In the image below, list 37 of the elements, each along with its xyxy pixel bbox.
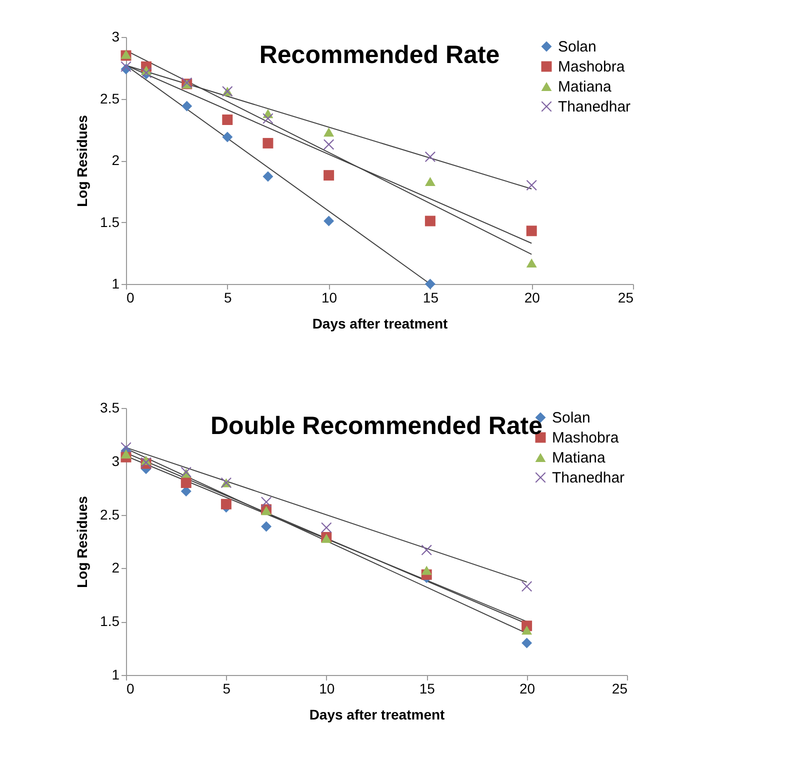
legend-label: Mashobra xyxy=(558,58,626,76)
y-tick-label: 1.5 xyxy=(100,613,120,630)
x-tick-label: 10 xyxy=(319,680,335,696)
x-tick-label: 25 xyxy=(612,680,628,696)
y-axis-title: Log Residues xyxy=(74,114,90,207)
y-tick-label: 3 xyxy=(112,28,120,44)
y-tick-label: 2.5 xyxy=(100,90,120,106)
legend-label: Thanedhar xyxy=(558,98,631,116)
x-axis-title: Days after treatment xyxy=(312,316,448,332)
legend-label: Thanedhar xyxy=(552,470,625,486)
legend-label: Solan xyxy=(552,410,590,426)
y-tick-label: 1 xyxy=(112,666,120,682)
chart-title: Double Recommended Rate xyxy=(210,412,543,440)
x-tick-label: 25 xyxy=(618,290,634,306)
x-tick-label: 10 xyxy=(322,290,338,306)
x-tick-label: 20 xyxy=(524,290,540,306)
y-tick-label: 3 xyxy=(112,452,120,469)
y-tick-label: 2 xyxy=(112,152,120,168)
chart-title: Recommended Rate xyxy=(259,41,500,69)
x-axis-title: Days after treatment xyxy=(309,706,446,722)
y-tick-label: 3.5 xyxy=(100,400,120,416)
x-tick-label: 5 xyxy=(224,290,232,306)
y-tick-label: 2 xyxy=(112,560,120,576)
x-tick-label: 20 xyxy=(520,680,536,696)
y-axis-title: Log Residues xyxy=(74,496,90,588)
y-tick-label: 2.5 xyxy=(100,506,120,522)
legend-label: Solan xyxy=(558,38,596,56)
x-tick-label: 15 xyxy=(419,680,436,696)
legend-label: Matiana xyxy=(558,78,612,96)
legend-label: Mashobra xyxy=(552,430,620,446)
y-tick-label: 1 xyxy=(112,276,120,292)
x-tick-label: 5 xyxy=(222,680,231,696)
x-tick-label: 15 xyxy=(422,290,439,306)
y-tick-label: 1.5 xyxy=(100,214,120,230)
x-tick-label: 0 xyxy=(126,680,134,696)
legend-label: Matiana xyxy=(552,450,606,466)
x-tick-label: 0 xyxy=(126,290,134,306)
